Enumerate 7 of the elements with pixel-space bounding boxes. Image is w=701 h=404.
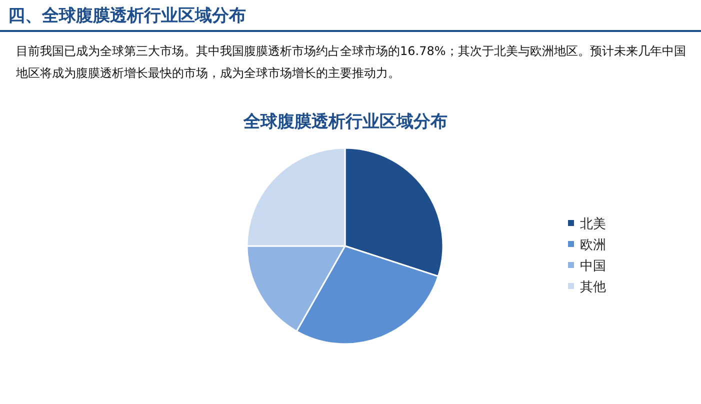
chart-title: 四、全球腹膜透析行业区域分布 xyxy=(8,5,246,27)
chart-subtitle: 目前我国已成为全球第三大市场。其中我国腹膜透析市场约占全球市场的16.78%；其次于北美与欧洲地区。预计未来几年中国地区将成为腹膜透析增长最快的市场，成为全球市场增长的主要推动力。 xyxy=(16,43,686,82)
text: 全球腹膜透析行业区域分布 xyxy=(242,111,448,133)
legend-label: 中国 xyxy=(580,259,606,274)
legend-label: 其他 xyxy=(580,280,606,295)
legend-label: 北美 xyxy=(580,216,606,232)
legend-label: 欧洲 xyxy=(580,238,606,253)
